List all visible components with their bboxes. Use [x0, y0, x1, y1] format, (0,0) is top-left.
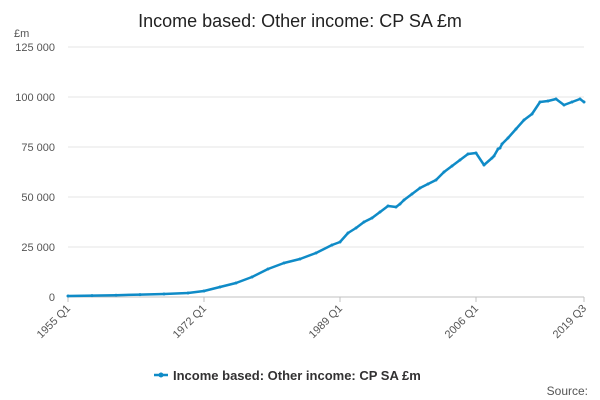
data-point: [66, 294, 70, 298]
data-point: [202, 289, 206, 293]
data-point: [570, 100, 574, 104]
data-point: [314, 251, 318, 255]
data-point: [162, 292, 166, 296]
data-point: [282, 261, 286, 265]
x-axis-ticks: 1955 Q1 1972 Q1 1989 Q1 2006 Q1 2019 Q3: [35, 297, 589, 341]
data-point: [138, 293, 142, 297]
y-axis-unit-label: £m: [14, 28, 29, 40]
data-point: [362, 220, 366, 224]
data-point: [500, 142, 504, 146]
legend-series-label: Income based: Other income: CP SA £m: [173, 368, 421, 383]
chart-title: Income based: Other income: CP SA £m: [138, 11, 462, 31]
data-point: [330, 243, 334, 247]
data-point: [234, 281, 238, 285]
data-point: [266, 267, 270, 271]
y-tick-label: 50 000: [21, 192, 55, 204]
data-point: [458, 158, 462, 162]
data-point: [378, 210, 382, 214]
y-tick-label: 0: [49, 292, 55, 304]
data-point: [394, 205, 398, 209]
x-tick-label: 2006 Q1: [443, 303, 481, 341]
data-point: [114, 293, 118, 297]
data-point: [338, 240, 342, 244]
data-point: [482, 163, 486, 167]
data-point: [578, 97, 582, 101]
data-point: [442, 170, 446, 174]
data-point: [218, 285, 222, 289]
data-point: [354, 226, 358, 230]
data-point: [514, 127, 518, 131]
data-point: [538, 100, 542, 104]
data-point: [554, 97, 558, 101]
data-point: [490, 156, 494, 160]
data-point: [398, 202, 402, 206]
y-tick-label: 100 000: [15, 92, 55, 104]
data-point: [506, 136, 510, 140]
data-point: [410, 192, 414, 196]
data-point: [250, 275, 254, 279]
x-tick-label: 1955 Q1: [35, 303, 73, 341]
y-tick-label: 125 000: [15, 42, 55, 54]
data-point: [498, 146, 502, 150]
series-layer: [66, 97, 586, 298]
data-point: [450, 164, 454, 168]
data-point: [474, 151, 478, 155]
data-point: [522, 118, 526, 122]
x-tick-label: 1989 Q1: [307, 303, 345, 341]
y-tick-label: 25 000: [21, 242, 55, 254]
data-point: [346, 231, 350, 235]
y-tick-label: 75 000: [21, 142, 55, 154]
data-point: [530, 112, 534, 116]
legend: Income based: Other income: CP SA £m: [154, 368, 421, 383]
data-point: [562, 103, 566, 107]
data-point: [418, 186, 422, 190]
gridlines: [68, 46, 584, 248]
data-point: [426, 182, 430, 186]
x-tick-label: 1972 Q1: [171, 303, 209, 341]
data-point: [466, 152, 470, 156]
y-axis-tick-labels: 0 25 000 50 000 75 000 100 000 125 000: [15, 42, 55, 304]
data-point: [370, 216, 374, 220]
legend-dot-marker: [158, 372, 164, 378]
source-label: Source:: [547, 384, 588, 398]
data-point: [434, 178, 438, 182]
data-point: [386, 204, 390, 208]
x-tick-label: 2019 Q3: [551, 303, 589, 341]
data-point: [492, 154, 496, 158]
data-point: [546, 99, 550, 103]
data-point: [582, 100, 586, 104]
data-point: [298, 257, 302, 261]
data-point: [90, 294, 94, 298]
data-point: [186, 291, 190, 295]
data-point: [402, 198, 406, 202]
